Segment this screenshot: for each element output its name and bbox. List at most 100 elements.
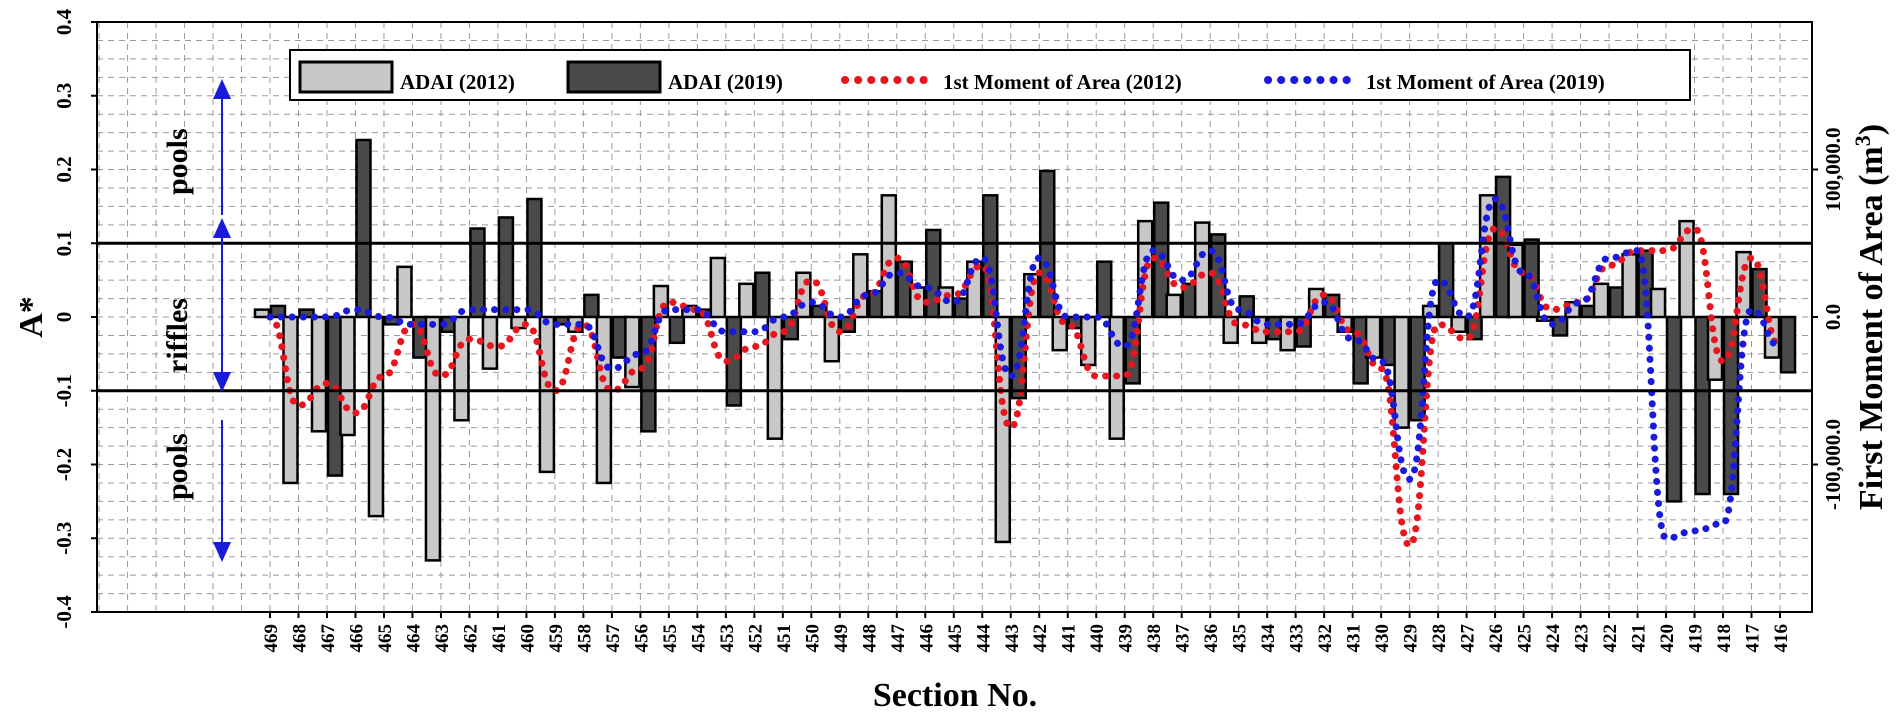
x-tick-label: 440 (1087, 624, 1108, 653)
x-tick-label: 455 (660, 624, 681, 653)
x-tick-label: 416 (1771, 624, 1792, 653)
pools-top-arrowhead (213, 79, 231, 99)
x-tick-label: 427 (1458, 624, 1479, 653)
bar-adai-2012 (424, 315, 442, 562)
legend-label-moment-2012: 1st Moment of Area (2012) (943, 70, 1182, 94)
y2-axis-title-sup: 3 (1850, 135, 1875, 146)
y-tick-label: 0.4 (52, 8, 76, 35)
x-tick-label: 424 (1543, 624, 1564, 653)
x-tick-label: 453 (717, 624, 738, 653)
y2-axis-ticks: 100,000.0 0.0 -100,000.0 (1812, 128, 1845, 510)
riffles-arrowhead-up (213, 218, 231, 238)
bar-adai-2012 (1706, 315, 1724, 381)
x-tick-label: 469 (261, 624, 282, 653)
bars (253, 138, 1797, 562)
riffles-arrowhead-down (213, 372, 231, 392)
x-tick-label: 439 (1116, 624, 1137, 653)
x-tick-label: 423 (1572, 624, 1593, 653)
x-tick-label: 420 (1657, 624, 1678, 653)
y-tick-label: -0.1 (52, 374, 76, 407)
x-tick-label: 454 (688, 624, 709, 653)
bar-adai-2019 (754, 271, 771, 319)
legend: ADAI (2012) ADAI (2019) 1st Moment of Ar… (289, 49, 1691, 101)
x-tick-label: 447 (888, 624, 909, 653)
x-tick-label: 421 (1629, 624, 1650, 653)
y2-axis-title-close: ) (1853, 124, 1890, 135)
bar-adai-2019 (1779, 315, 1797, 374)
x-tick-label: 467 (318, 624, 339, 653)
bar-adai-2019 (1437, 242, 1455, 319)
x-tick-label: 452 (745, 624, 766, 653)
bar-adai-2019 (1665, 315, 1683, 503)
x-tick-label: 462 (460, 624, 481, 653)
x-tick-label: 437 (1173, 624, 1194, 653)
x-tick-label: 463 (432, 624, 453, 653)
bar-adai-2019 (982, 194, 999, 319)
bar-adai-2012 (624, 315, 641, 389)
bar-adai-2012 (738, 282, 755, 319)
x-tick-label: 433 (1287, 624, 1308, 653)
y-tick-label: 0.1 (52, 230, 76, 256)
x-tick-label: 450 (802, 624, 823, 653)
moment-lines (266, 195, 1784, 550)
x-axis-ticks: 469 468 467 466 465 464 463 462 461 460 459 458 457 4… (261, 612, 1792, 653)
x-tick-label: 430 (1372, 624, 1393, 653)
x-tick-label: 457 (603, 624, 624, 653)
bar-adai-2012 (1592, 282, 1610, 319)
bar-adai-2012 (880, 194, 898, 319)
y-axis-ticks: -0.4 -0.3 -0.2 -0.1 0 0.1 0.2 0.3 0.4 (52, 8, 97, 629)
x-tick-label: 444 (973, 624, 994, 653)
bar-adai-2012 (253, 308, 271, 319)
bar-adai-2019 (469, 227, 486, 319)
bar-adai-2019 (1095, 260, 1113, 319)
bar-adai-2012 (909, 286, 926, 319)
legend-box (289, 49, 1691, 101)
x-axis-title: Section No. (873, 677, 1037, 714)
x-tick-label: 451 (774, 624, 795, 653)
annotation-pools-top: pools (161, 128, 194, 195)
bar-adai-2012 (1621, 253, 1638, 319)
x-tick-label: 441 (1059, 624, 1080, 653)
y2-tick-label: 0.0 (1821, 304, 1845, 330)
bar-adai-2012 (367, 315, 385, 518)
annotation-pools-bottom: pools (161, 433, 194, 500)
pools-bottom-arrowhead (213, 542, 231, 562)
line-moment-2019 (266, 195, 1784, 542)
x-tick-label: 448 (859, 624, 880, 653)
x-tick-label: 418 (1714, 624, 1735, 653)
bar-adai-2012 (1649, 287, 1667, 319)
bar-adai-2012 (1165, 293, 1182, 319)
x-tick-label: 435 (1230, 624, 1251, 653)
x-tick-label: 466 (346, 624, 367, 653)
y-tick-label: -0.3 (52, 522, 76, 555)
x-tick-label: 442 (1030, 624, 1051, 653)
x-tick-label: 465 (375, 624, 396, 653)
y2-tick-label: 100,000.0 (1821, 128, 1845, 212)
x-tick-label: 434 (1258, 624, 1279, 653)
x-tick-label: 431 (1344, 624, 1365, 653)
bar-adai-2012 (310, 315, 328, 433)
y2-axis-title-main: First Moment of Area (m (1853, 146, 1890, 510)
bar-adai-2012 (709, 256, 727, 319)
x-tick-label: 456 (631, 624, 652, 653)
x-tick-label: 446 (916, 624, 937, 653)
x-tick-label: 426 (1486, 624, 1507, 653)
x-tick-label: 458 (574, 624, 595, 653)
bar-adai-2012 (595, 315, 613, 485)
x-tick-label: 438 (1144, 624, 1165, 653)
bar-adai-2019 (583, 293, 600, 319)
x-tick-label: 422 (1600, 624, 1621, 653)
bar-adai-2012 (1393, 315, 1410, 429)
bar-adai-2019 (1694, 315, 1711, 496)
legend-swatch-adai-2019 (566, 60, 662, 94)
legend-label-adai-2012: ADAI (2012) (400, 70, 515, 94)
x-tick-label: 464 (403, 624, 424, 653)
y-tick-label: 0.3 (52, 83, 76, 109)
bar-adai-2019 (355, 138, 372, 319)
bar-adai-2019 (497, 216, 515, 319)
x-tick-label: 461 (489, 624, 510, 653)
bar-adai-2012 (396, 265, 413, 319)
x-tick-label: 443 (1002, 624, 1023, 653)
y-axis-title: A* (13, 296, 50, 338)
